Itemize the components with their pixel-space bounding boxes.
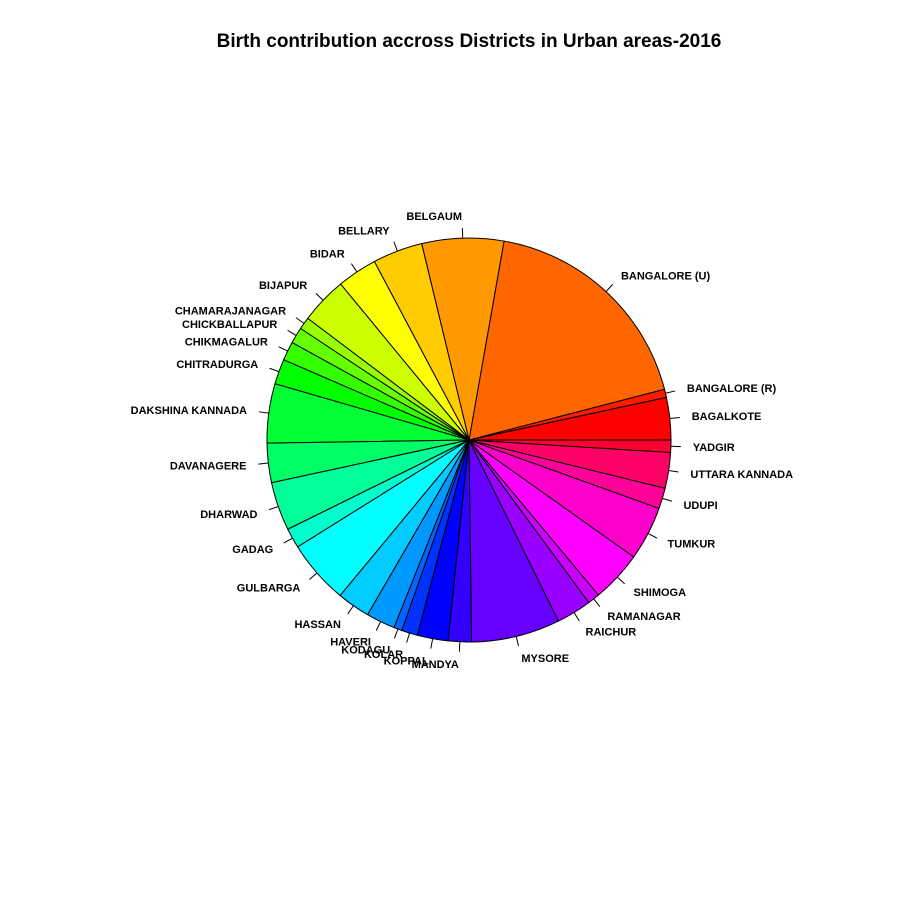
label-uttara-kannada: UTTARA KANNADA — [690, 469, 793, 481]
label-bangalore-r: BANGALORE (R) — [687, 383, 777, 395]
label-koppal: KOPPAL — [384, 655, 429, 667]
leader-bellary — [393, 241, 398, 252]
label-bijapur: BIJAPUR — [259, 280, 307, 292]
label-hassan: HASSAN — [294, 619, 341, 631]
leader-gulbarga — [309, 572, 318, 580]
label-dharwad: DHARWAD — [200, 509, 257, 521]
label-bangalore-u: BANGALORE (U) — [621, 270, 711, 282]
leader-dakshina-kannada — [258, 411, 269, 414]
leader-bidar — [350, 263, 358, 273]
slice-bangalore-u — [468, 240, 666, 441]
label-davanagere: DAVANAGERE — [170, 461, 247, 473]
leader-kodagu — [393, 628, 399, 639]
label-bellary: BELLARY — [338, 226, 390, 238]
label-gadag: GADAG — [232, 544, 273, 556]
chart-title: Birth contribution accross Districts in … — [217, 31, 722, 52]
label-raichur: RAICHUR — [586, 626, 637, 638]
leader-uttara-kannada — [668, 470, 679, 473]
leader-chickballapur — [287, 329, 297, 336]
label-belgaum: BELGAUM — [406, 211, 462, 223]
leader-chikmagalur — [278, 346, 288, 352]
pie-slices — [266, 237, 672, 643]
label-chamarajanagar: CHAMARAJANAGAR — [175, 306, 286, 318]
leader-bangalore-u — [605, 283, 614, 292]
leader-dharwad — [268, 506, 279, 511]
label-yadgir: YADGIR — [693, 442, 735, 454]
leader-chitradurga — [269, 367, 280, 373]
leader-kolar — [406, 632, 411, 643]
label-kodagu: KODAGU — [341, 645, 390, 657]
leader-shimoga — [617, 576, 626, 585]
label-chickballapur: CHICKBALLAPUR — [182, 319, 277, 331]
label-chikmagalur: CHIKMAGALUR — [185, 336, 268, 348]
leader-haveri — [375, 621, 382, 631]
leader-hassan — [347, 605, 354, 615]
label-shimoga: SHIMOGA — [634, 587, 687, 599]
label-bidar: BIDAR — [310, 249, 345, 261]
label-tumkur: TUMKUR — [668, 539, 716, 551]
label-gulbarga: GULBARGA — [237, 582, 301, 594]
leader-tumkur — [647, 533, 658, 539]
leader-chamarajanagar — [295, 317, 305, 324]
label-mandya: MANDYA — [412, 659, 459, 671]
leader-mysore — [515, 636, 520, 647]
label-haveri: HAVERI — [330, 636, 371, 648]
leader-raichur — [573, 612, 580, 622]
leader-davanagere — [258, 462, 269, 465]
label-ramanagar: RAMANAGAR — [607, 611, 680, 623]
label-mysore: MYSORE — [521, 653, 569, 665]
leader-udupi — [662, 497, 673, 502]
leader-bangalore-r — [665, 390, 676, 394]
label-kolar: KOLAR — [364, 649, 403, 661]
slice-labels: BAGALKOTE BANGALORE (R) BANGALORE (U) BELGA… — [131, 211, 793, 671]
leader-bagalkote — [669, 416, 680, 420]
leader-gadag — [283, 537, 293, 544]
leader-bijapur — [315, 292, 324, 301]
label-leader-lines — [258, 228, 681, 652]
leader-ramanagar — [593, 598, 601, 608]
label-bagalkote: BAGALKOTE — [692, 411, 762, 423]
label-dakshina-kannada: DAKSHINA KANNADA — [131, 405, 247, 417]
leader-koppal — [430, 638, 434, 649]
label-chitradurga: CHITRADURGA — [176, 359, 258, 371]
label-udupi: UDUPI — [683, 500, 717, 512]
